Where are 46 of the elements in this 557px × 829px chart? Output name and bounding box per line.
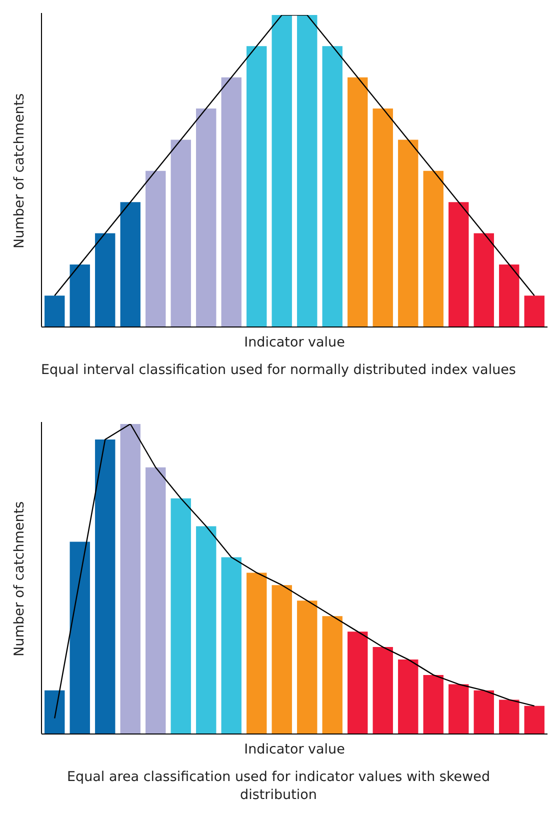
bar: [146, 467, 166, 734]
bar: [170, 498, 191, 734]
bar: [246, 46, 267, 327]
bar: [44, 690, 65, 734]
bar: [297, 600, 318, 734]
bar: [499, 264, 520, 327]
bar: [196, 526, 216, 734]
text: Equal interval classification used for normally distributed index values: [40, 361, 517, 379]
bar: [372, 647, 393, 734]
bar: [44, 296, 65, 327]
bar: [448, 684, 469, 734]
x-axis-title: Indicator value: [244, 741, 345, 758]
bar: [70, 264, 90, 327]
bar: [398, 140, 418, 327]
bar: [272, 585, 292, 734]
bar: [120, 424, 140, 734]
bar: [423, 170, 444, 327]
text: Equal area classification used for indicator values with skewed distribution: [66, 768, 492, 804]
bar: [297, 15, 318, 327]
bar: [95, 439, 116, 734]
bar: [322, 616, 342, 734]
bar: [221, 557, 242, 734]
bar: [348, 632, 368, 734]
y-axis-title: Number of catchments: [12, 501, 28, 656]
bar: [448, 202, 469, 327]
y-axis-title: Number of catchments: [12, 93, 28, 248]
bar: [322, 46, 342, 327]
x-axis-title: Indicator value: [244, 334, 345, 350]
bar: [196, 108, 216, 327]
bar: [348, 77, 368, 327]
bar: [524, 296, 544, 327]
bar: [95, 233, 116, 327]
bar: [372, 108, 393, 327]
bar: [474, 690, 494, 734]
bar: [170, 140, 191, 327]
bar: [146, 170, 166, 327]
bar: [423, 674, 444, 734]
bar: [120, 202, 140, 327]
bar: [246, 572, 267, 734]
bar: [499, 700, 520, 734]
bar: [398, 659, 418, 734]
bar: [474, 233, 494, 327]
bar: [272, 15, 292, 327]
bar: [70, 542, 90, 734]
bar: [221, 77, 242, 327]
bar: [524, 706, 544, 734]
